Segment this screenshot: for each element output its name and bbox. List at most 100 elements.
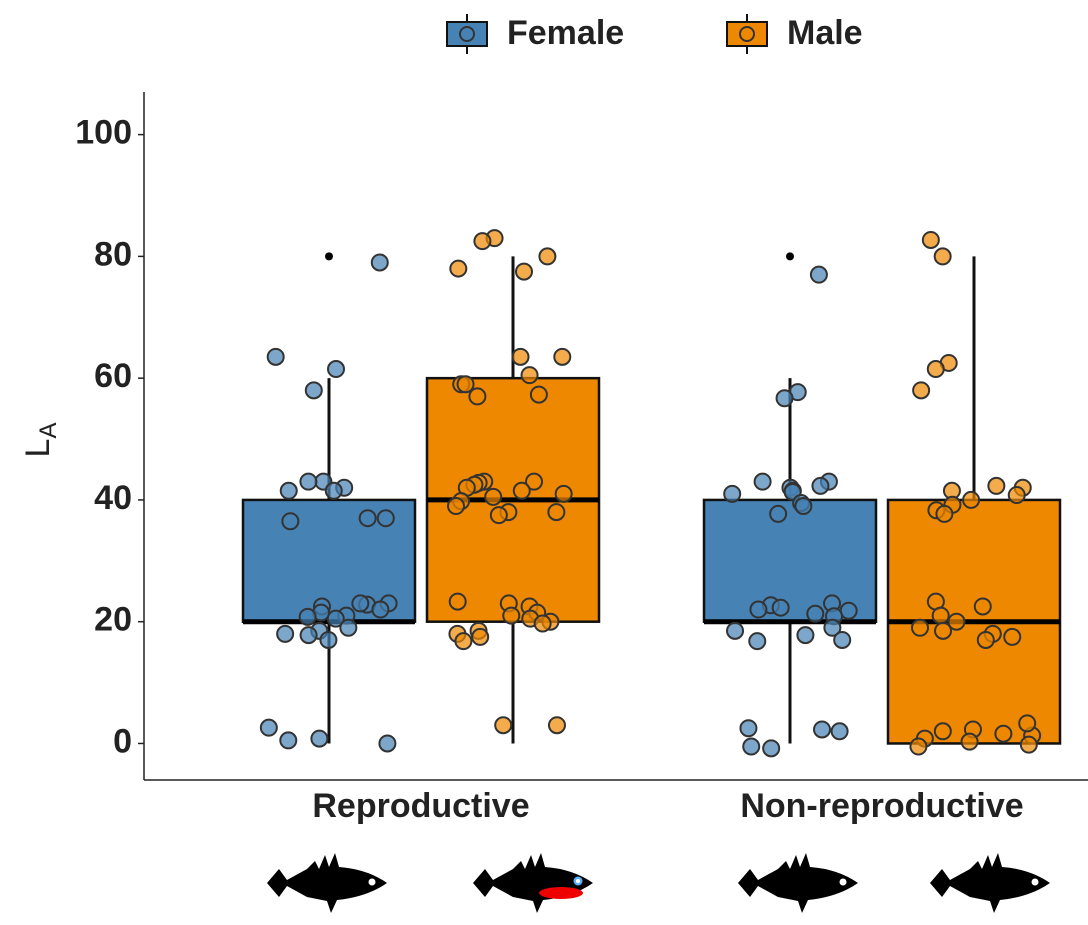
data-point: [522, 367, 538, 383]
y-tick-label: 100: [75, 114, 132, 152]
y-tick-label: 80: [94, 235, 132, 273]
data-point: [311, 731, 327, 747]
chart: Female Male LA 0 20 40 60 80 100 Reproductive No…: [0, 0, 1088, 920]
data-point: [740, 720, 756, 736]
data-point: [770, 506, 786, 522]
data-point: [513, 349, 529, 365]
data-point: [978, 632, 994, 648]
data-point: [360, 510, 376, 526]
data-point: [548, 504, 564, 520]
data-point: [300, 609, 316, 625]
data-point: [514, 483, 530, 499]
data-point: [539, 248, 555, 264]
y-axis-label: LA: [19, 423, 62, 458]
data-point: [1009, 487, 1025, 503]
data-point: [812, 478, 828, 494]
x-tick-label: Non-reproductive: [740, 787, 1023, 825]
data-point: [933, 608, 949, 624]
data-point: [910, 739, 926, 755]
data-point: [326, 483, 342, 499]
data-point: [372, 602, 388, 618]
data-point: [913, 382, 929, 398]
fish-icons: [267, 853, 1050, 913]
outlier: [325, 252, 333, 260]
data-point: [763, 740, 779, 756]
x-tick-label: Reproductive: [312, 787, 529, 825]
data-point: [988, 478, 1004, 494]
data-point: [1021, 737, 1037, 753]
data-point: [795, 498, 811, 514]
data-point: [268, 349, 284, 365]
legend-symbol: [460, 27, 474, 41]
data-point: [963, 492, 979, 508]
data-point: [912, 620, 928, 636]
data-point: [535, 616, 551, 632]
data-point: [340, 620, 356, 636]
data-point: [300, 474, 316, 490]
data-point: [962, 734, 978, 750]
data-point: [554, 349, 570, 365]
data-point: [495, 717, 511, 733]
data-point: [834, 632, 850, 648]
data-point: [549, 717, 565, 733]
legend-label: Male: [787, 14, 863, 52]
data-point: [491, 507, 507, 523]
data-point: [503, 608, 519, 624]
data-point: [975, 598, 991, 614]
data-point: [1004, 629, 1020, 645]
data-point: [516, 264, 532, 280]
data-point: [750, 602, 766, 618]
data-point: [455, 633, 471, 649]
data-point: [378, 510, 394, 526]
data-point: [811, 267, 827, 283]
data-point: [531, 387, 547, 403]
data-point: [935, 723, 951, 739]
data-point: [743, 739, 759, 755]
data-point: [935, 623, 951, 639]
data-point: [372, 254, 388, 270]
data-point: [832, 723, 848, 739]
data-point: [328, 361, 344, 377]
data-point: [472, 629, 488, 645]
data-point: [814, 721, 830, 737]
data-point: [485, 489, 501, 505]
legend: Female Male: [447, 14, 863, 54]
data-point: [936, 506, 952, 522]
data-point: [379, 735, 395, 751]
legend-label: Female: [507, 14, 624, 52]
data-point: [261, 720, 277, 736]
data-point: [923, 232, 939, 248]
y-tick-label: 60: [94, 357, 132, 395]
data-point: [724, 486, 740, 502]
data-point: [755, 474, 771, 490]
y-tick-label: 20: [94, 601, 132, 639]
data-point: [928, 361, 944, 377]
data-point: [280, 732, 296, 748]
data-point: [448, 498, 464, 514]
data-point: [458, 376, 474, 392]
data-point: [995, 726, 1011, 742]
data-point: [352, 595, 368, 611]
legend-symbol: [740, 27, 754, 41]
data-point: [281, 483, 297, 499]
data-point: [777, 390, 793, 406]
data-point: [306, 382, 322, 398]
data-point: [1019, 715, 1035, 731]
data-point: [320, 632, 336, 648]
data-point: [727, 623, 743, 639]
data-point: [749, 633, 765, 649]
y-tick-label: 40: [94, 479, 132, 517]
data-point: [450, 261, 466, 277]
outlier: [786, 252, 794, 260]
data-point: [277, 626, 293, 642]
data-point: [301, 627, 317, 643]
data-point: [797, 627, 813, 643]
data-point: [450, 594, 466, 610]
data-point: [474, 233, 490, 249]
data-point: [841, 603, 857, 619]
data-point: [282, 513, 298, 529]
data-point: [469, 388, 485, 404]
y-tick-label: 0: [113, 722, 132, 760]
data-point: [935, 248, 951, 264]
data-point: [773, 600, 789, 616]
